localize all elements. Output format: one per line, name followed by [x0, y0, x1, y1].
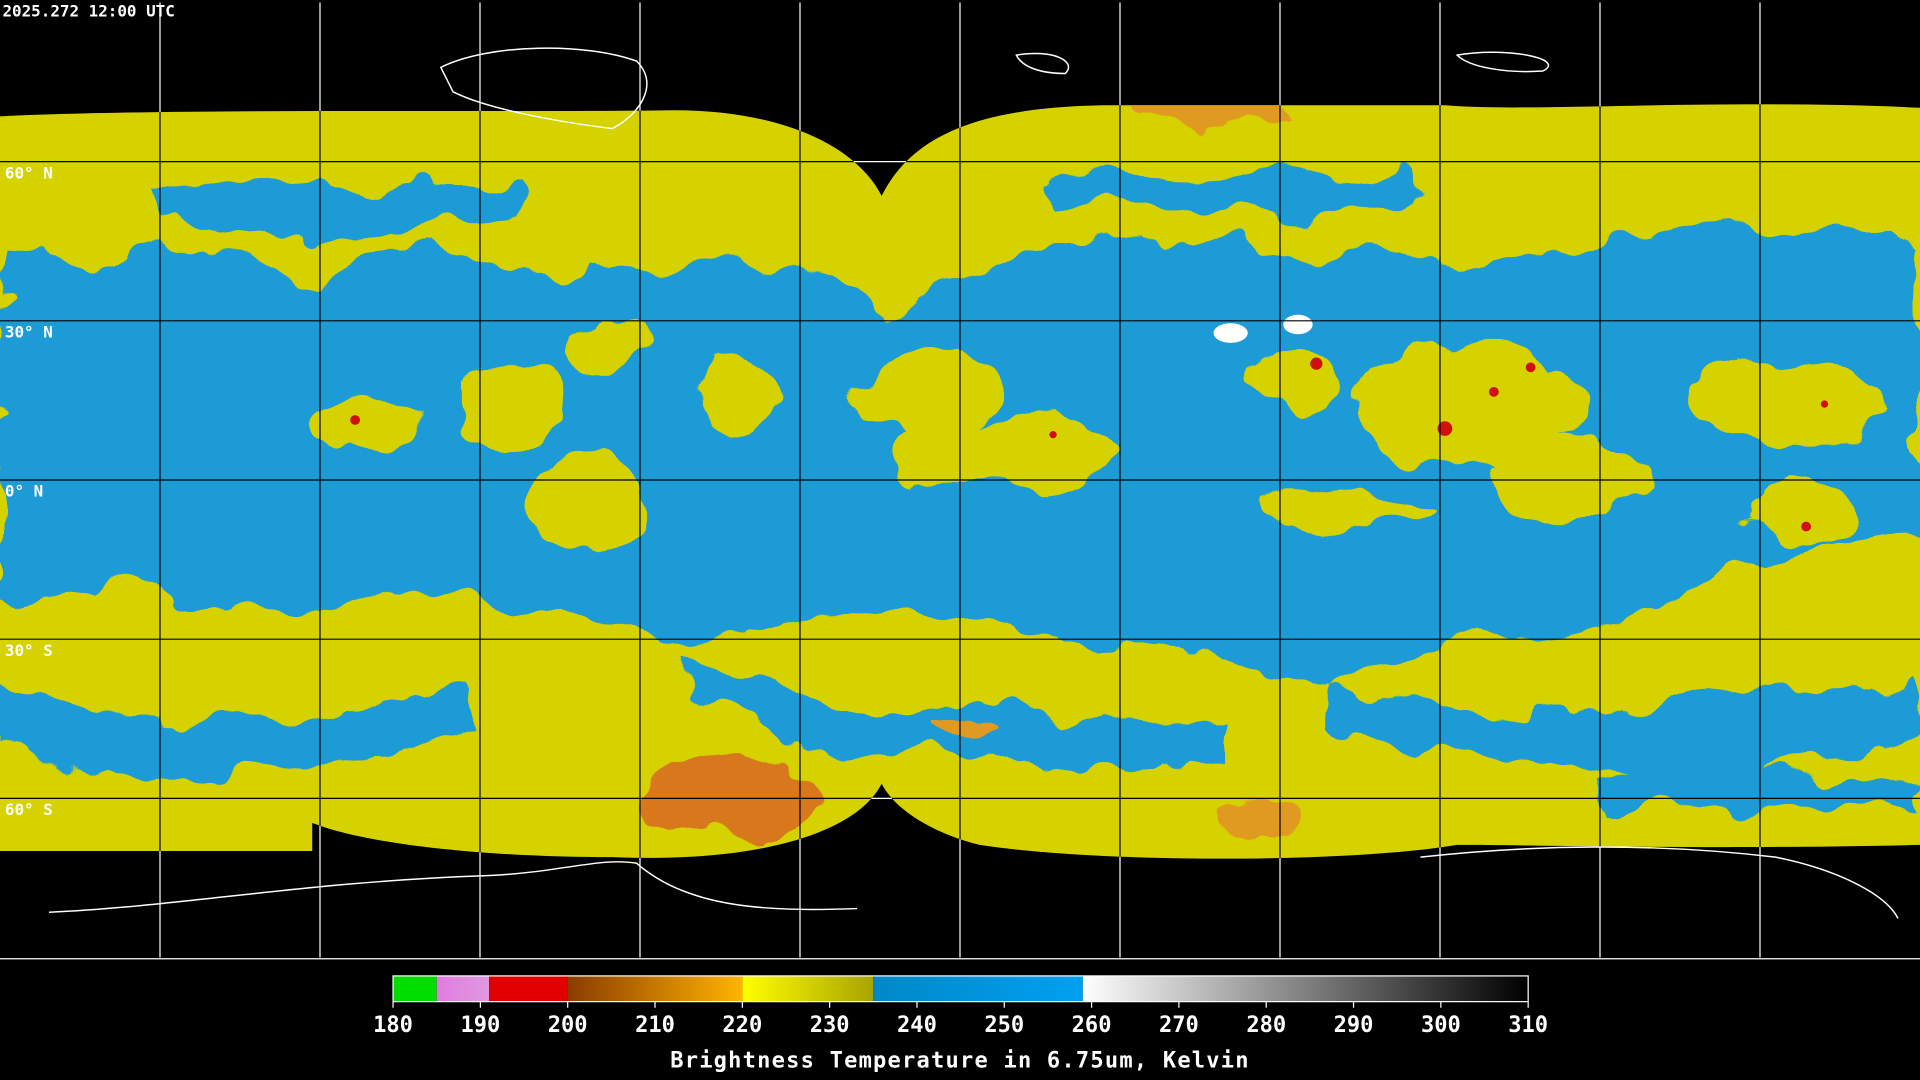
colorbar-segment [489, 975, 568, 1002]
colorbar-tick-label: 300 [1421, 1013, 1461, 1038]
lat-label: 60° S [5, 800, 53, 819]
colorbar-tick-label: 190 [460, 1013, 500, 1038]
colorbar: 180 190 200 210 220 230 240 250 260 270 280 290 300 3… [373, 975, 1548, 1038]
convective-clouds [85, 104, 1911, 839]
colorbar-segment [1082, 975, 1529, 1002]
colorbar-tick-label: 270 [1159, 1013, 1199, 1038]
colorbar-tick-label: 250 [984, 1013, 1024, 1038]
lat-label: 30° S [5, 641, 53, 660]
colorbar-tick-label: 220 [722, 1013, 762, 1038]
colorbar-frame [392, 975, 1529, 1003]
lat-label: 60° N [5, 163, 53, 182]
grid-black [0, 104, 1920, 859]
timestamp: 2025.272 12:00 UTC [2, 2, 174, 21]
lat-labels: 60° N 30° N 0° N 30° S 60° S [5, 163, 53, 819]
cold-tops [350, 314, 1829, 532]
colorbar-segment [436, 975, 490, 1002]
colorbar-segment [567, 975, 743, 1002]
colorbar-tick-label: 200 [548, 1013, 588, 1038]
colorbar-tick-label: 180 [373, 1013, 413, 1038]
colorbar-segment [393, 975, 437, 1002]
colorbar-segment [873, 975, 1083, 1002]
lat-label: 0° N [5, 482, 43, 501]
colorbar-tick-label: 210 [635, 1013, 675, 1038]
lat-label: 30° N [5, 323, 53, 342]
colorbar-label: Brightness Temperature in 6.75um, Kelvin [670, 1049, 1250, 1074]
colorbar-tick-label: 260 [1072, 1013, 1112, 1038]
coastlines [48, 47, 1899, 919]
colorbar-tick-label: 280 [1246, 1013, 1286, 1038]
colorbar-segment [742, 975, 874, 1002]
colorbar-tick-label: 290 [1334, 1013, 1374, 1038]
colorbar-tick-label: 230 [810, 1013, 850, 1038]
colorbar-tick-label: 310 [1508, 1013, 1548, 1038]
colorbar-tick-label: 240 [897, 1013, 937, 1038]
